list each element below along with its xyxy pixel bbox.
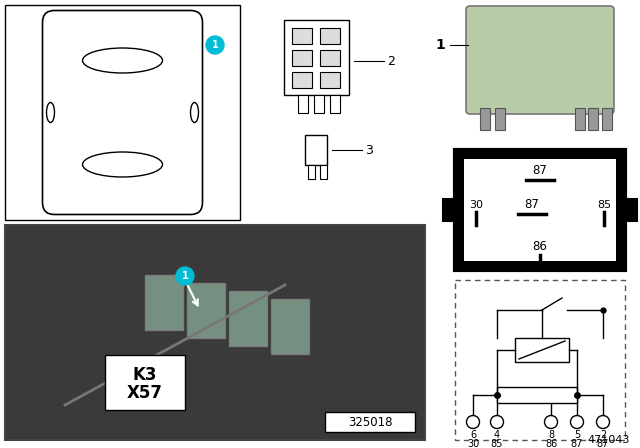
Text: 86: 86 [532, 241, 547, 254]
Bar [187, 283, 225, 338]
Bar [443, 199, 455, 221]
Bar [480, 108, 490, 130]
Text: 87: 87 [597, 439, 609, 448]
Text: 86: 86 [545, 439, 557, 448]
Circle shape [596, 415, 609, 428]
Text: 85: 85 [491, 439, 503, 448]
Bar [5, 5, 240, 220]
Bar [229, 291, 267, 346]
Bar [271, 299, 309, 354]
Bar [464, 159, 616, 261]
Text: 325018: 325018 [348, 415, 392, 428]
Text: 30: 30 [469, 200, 483, 210]
Text: K3: K3 [132, 366, 157, 384]
Text: 4: 4 [494, 430, 500, 440]
Bar [320, 28, 340, 44]
Text: X57: X57 [127, 384, 163, 402]
Circle shape [206, 36, 224, 54]
Bar [588, 108, 598, 130]
Bar [292, 50, 312, 66]
Text: 3: 3 [365, 143, 373, 156]
Bar [308, 165, 316, 179]
Text: 8: 8 [548, 430, 554, 440]
Circle shape [490, 415, 504, 428]
Text: 1: 1 [435, 38, 445, 52]
Text: 30: 30 [467, 439, 479, 448]
Ellipse shape [191, 103, 198, 122]
Bar [325, 412, 415, 432]
Circle shape [467, 415, 479, 428]
Bar [497, 387, 577, 403]
Ellipse shape [83, 152, 163, 177]
Ellipse shape [83, 48, 163, 73]
Bar [145, 275, 183, 330]
Text: 87: 87 [525, 198, 540, 211]
FancyBboxPatch shape [466, 6, 614, 114]
Bar [320, 72, 340, 88]
Bar [292, 72, 312, 88]
Text: 1: 1 [182, 271, 188, 281]
Bar [105, 355, 185, 410]
Circle shape [176, 267, 194, 285]
Circle shape [545, 415, 557, 428]
Bar [330, 95, 340, 113]
Text: 6: 6 [470, 430, 476, 440]
Text: 87: 87 [571, 439, 583, 448]
Bar [625, 199, 637, 221]
Bar [602, 108, 612, 130]
Bar [298, 95, 308, 113]
Text: 87: 87 [532, 164, 547, 177]
Text: 1: 1 [212, 40, 218, 50]
Text: 471043: 471043 [588, 435, 630, 445]
Bar [320, 50, 340, 66]
Bar [455, 280, 625, 440]
Bar [314, 95, 324, 113]
Text: 5: 5 [574, 430, 580, 440]
Bar [5, 225, 425, 440]
Bar [495, 108, 505, 130]
Text: 2: 2 [600, 430, 606, 440]
Circle shape [570, 415, 584, 428]
Bar [321, 165, 328, 179]
FancyBboxPatch shape [42, 10, 202, 215]
Ellipse shape [47, 103, 54, 122]
Bar [515, 338, 569, 362]
Text: 85: 85 [597, 200, 611, 210]
Text: 2: 2 [387, 55, 395, 68]
Bar [305, 135, 328, 165]
Bar [284, 20, 349, 95]
Bar [575, 108, 585, 130]
Bar [455, 150, 625, 270]
Bar [292, 28, 312, 44]
